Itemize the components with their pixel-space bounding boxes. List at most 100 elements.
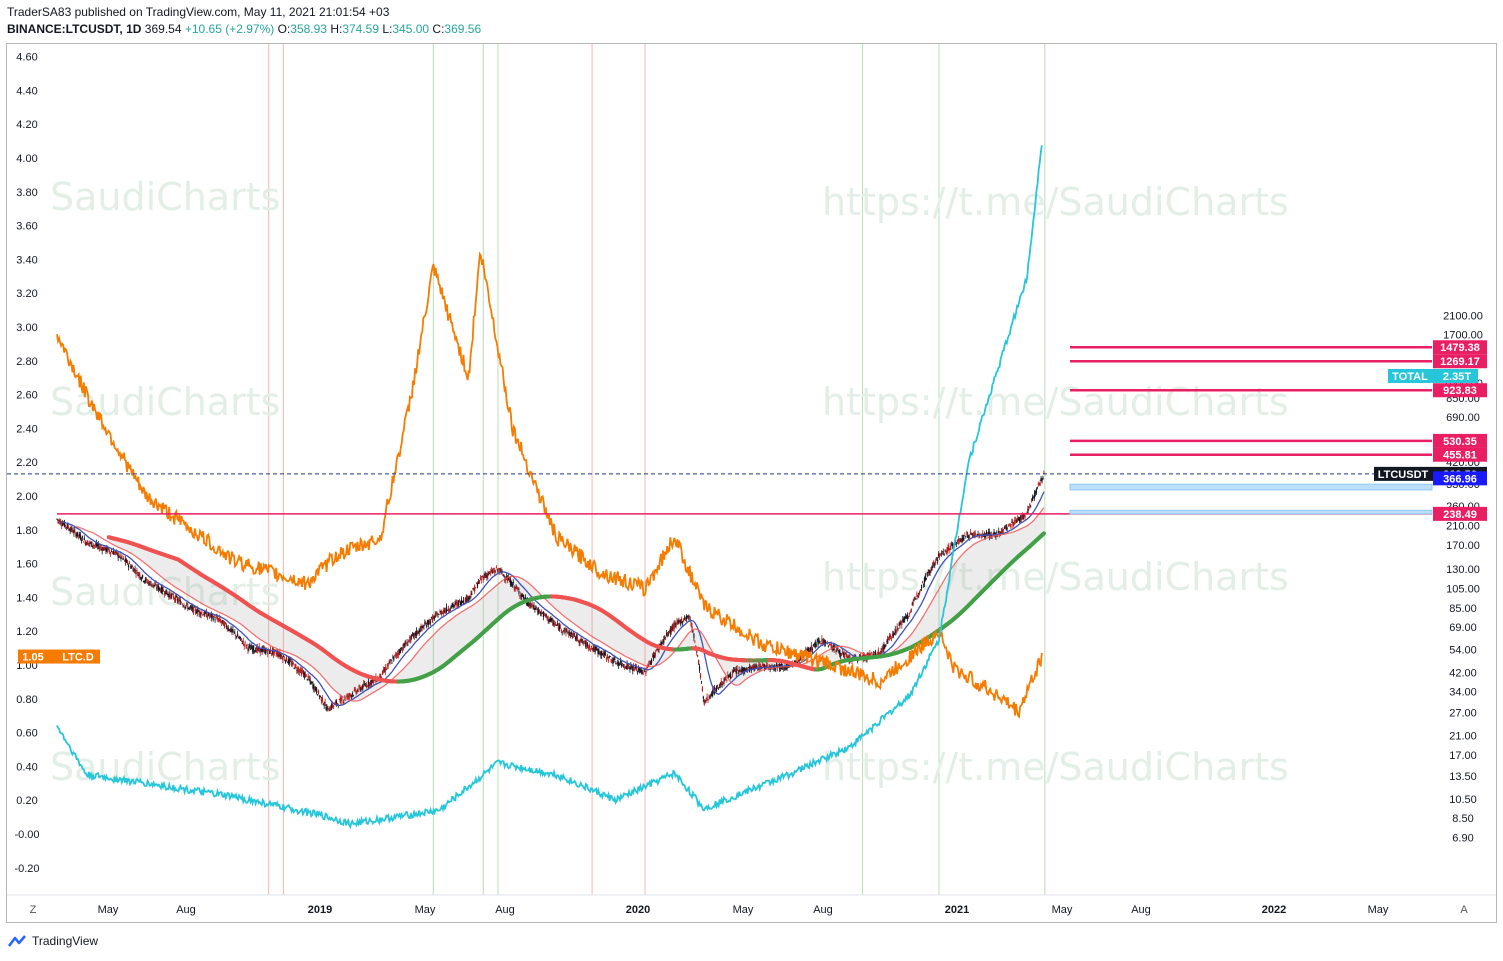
candle <box>477 578 480 584</box>
candle <box>570 632 572 639</box>
time-axis-tick: Aug <box>1131 904 1151 916</box>
candle <box>889 632 891 641</box>
candle <box>708 694 710 700</box>
candle <box>835 649 837 655</box>
right-axis-tick: 34.00 <box>1449 687 1477 699</box>
candle <box>80 537 83 544</box>
zoom-button[interactable]: Z <box>30 904 37 916</box>
candle <box>236 635 238 639</box>
candle <box>415 627 417 639</box>
candle <box>181 602 183 606</box>
candle <box>603 650 605 658</box>
candle <box>356 688 358 694</box>
right-axis-tick: 210.00 <box>1446 520 1480 532</box>
candle <box>234 629 236 635</box>
candle <box>84 540 86 546</box>
candle <box>73 526 75 537</box>
candle <box>511 581 513 588</box>
candle <box>824 639 826 647</box>
ltc-dominance-tag: 1.05 LTC.D <box>18 649 100 664</box>
candle <box>734 667 736 673</box>
candle <box>174 594 177 603</box>
candle <box>753 663 755 672</box>
candle <box>79 531 82 541</box>
candle <box>409 635 411 644</box>
candle <box>728 674 730 679</box>
candle <box>114 550 116 556</box>
candle <box>709 695 711 700</box>
candle <box>905 614 908 619</box>
candle <box>559 623 561 630</box>
candle <box>452 602 454 610</box>
candle <box>670 625 672 635</box>
candle <box>517 586 519 591</box>
footer-brand[interactable]: TradingView <box>32 934 99 948</box>
candle <box>332 703 334 709</box>
candle <box>230 625 232 633</box>
left-axis-tick: 3.20 <box>16 288 37 300</box>
candle <box>901 620 903 629</box>
tradingview-logo-icon[interactable] <box>8 934 28 948</box>
candle <box>63 519 66 528</box>
candle <box>549 617 551 623</box>
candle <box>519 595 521 599</box>
candle <box>1031 498 1033 503</box>
candle <box>739 669 741 673</box>
candle <box>428 618 431 625</box>
candle <box>405 639 407 645</box>
candle <box>932 561 934 568</box>
candle <box>393 656 395 662</box>
candle <box>666 631 669 638</box>
candle <box>140 576 142 581</box>
chart-frame[interactable] <box>6 43 1497 923</box>
candle <box>270 653 273 657</box>
candle <box>131 564 133 568</box>
candle <box>460 600 462 607</box>
svg-text:1479.38: 1479.38 <box>1440 342 1480 354</box>
auto-scale-button[interactable]: A <box>1460 904 1468 916</box>
candle <box>83 535 85 541</box>
candle <box>139 571 141 580</box>
candle <box>814 639 816 649</box>
candle <box>389 659 391 665</box>
candle <box>1016 515 1019 523</box>
candle <box>596 646 598 651</box>
time-axis-tick: 2022 <box>1262 904 1286 916</box>
candle <box>906 612 909 622</box>
candle <box>201 609 203 614</box>
candle <box>136 567 138 574</box>
candle <box>390 659 392 661</box>
candle <box>697 654 699 658</box>
candle <box>478 580 481 585</box>
candle <box>172 592 174 595</box>
candle <box>716 684 719 689</box>
symbol-label[interactable]: BINANCE:LTCUSDT, 1D <box>7 22 142 36</box>
candle <box>667 630 670 637</box>
candle <box>595 646 597 651</box>
candle <box>534 607 536 613</box>
candle <box>630 662 632 670</box>
candle <box>936 557 938 561</box>
candle <box>203 612 205 615</box>
candle <box>903 616 905 623</box>
candle <box>360 686 362 692</box>
candle <box>523 594 525 601</box>
svg-text:530.35: 530.35 <box>1443 436 1477 448</box>
candle <box>248 643 250 652</box>
candle <box>134 565 136 574</box>
price-level-tag: 455.81 <box>1433 447 1487 462</box>
candle <box>397 649 400 659</box>
candle <box>407 639 409 646</box>
candle <box>396 650 399 659</box>
candle <box>555 621 557 626</box>
time-axis-tick: Aug <box>176 904 196 916</box>
candle <box>307 673 309 681</box>
candle <box>839 649 841 658</box>
candle <box>842 651 845 658</box>
candle <box>594 644 596 655</box>
candle <box>423 624 425 630</box>
candle <box>600 650 602 659</box>
candle <box>915 597 917 600</box>
candle <box>132 566 134 572</box>
